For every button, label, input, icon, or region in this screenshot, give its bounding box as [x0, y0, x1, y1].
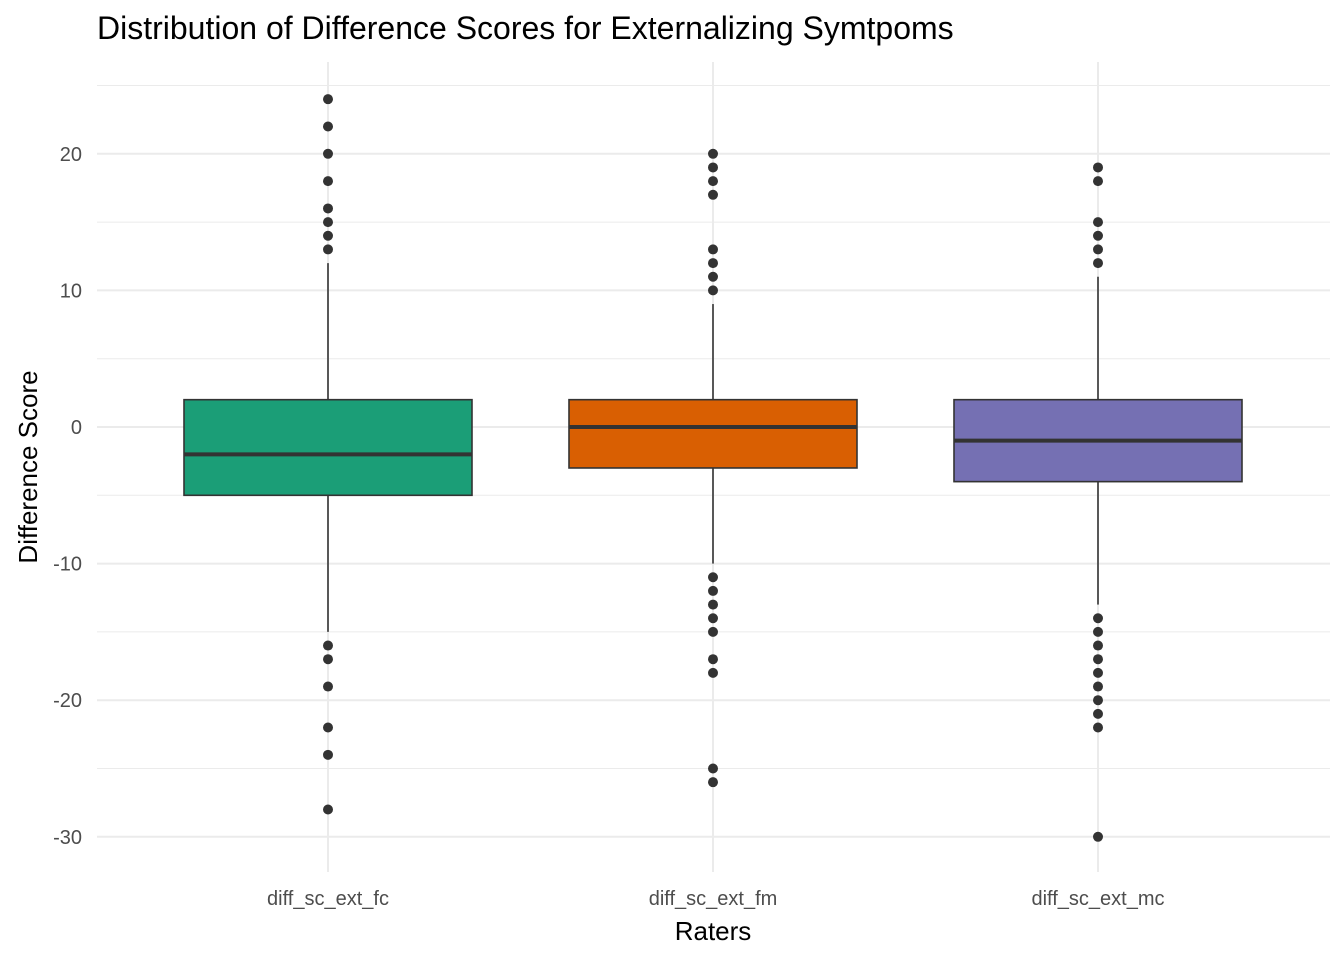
outlier-point [323, 722, 333, 733]
outlier-point [708, 572, 718, 583]
box-layer [183, 94, 1243, 842]
outlier-point [1093, 695, 1103, 706]
box-diff_sc_ext_fc [183, 94, 473, 815]
outlier-point [708, 148, 718, 159]
outlier-point [1093, 654, 1103, 665]
outlier-point [708, 626, 718, 637]
outlier-point [708, 763, 718, 774]
outlier-point [1093, 708, 1103, 719]
x-tick-label: diff_sc_ext_fm [649, 888, 778, 910]
outlier-point [323, 217, 333, 228]
y-tick-label: -20 [53, 690, 82, 712]
outlier-point [708, 271, 718, 282]
outlier-point [323, 203, 333, 214]
outlier-point [708, 244, 718, 255]
outlier-point [1093, 162, 1103, 173]
y-tick-label: -10 [53, 554, 82, 576]
outlier-point [323, 749, 333, 760]
outlier-point [708, 599, 718, 610]
outlier-point [1093, 626, 1103, 637]
outlier-point [1093, 667, 1103, 678]
outlier-point [1093, 230, 1103, 241]
outlier-point [323, 681, 333, 692]
outlier-point [323, 230, 333, 241]
outlier-point [708, 258, 718, 269]
outlier-point [323, 244, 333, 255]
x-axis-ticks: diff_sc_ext_fc diff_sc_ext_fm diff_sc_ext_… [267, 888, 1164, 910]
x-tick-label: diff_sc_ext_fc [267, 888, 389, 910]
outlier-point [1093, 258, 1103, 269]
outlier-point [708, 777, 718, 788]
outlier-point [708, 654, 718, 665]
outlier-point [708, 176, 718, 187]
outlier-point [1093, 640, 1103, 651]
outlier-point [1093, 722, 1103, 733]
box-diff_sc_ext_mc [953, 162, 1243, 842]
outlier-point [708, 285, 718, 296]
outlier-point [323, 654, 333, 665]
box-diff_sc_ext_fm [568, 148, 858, 788]
outlier-point [708, 613, 718, 624]
box-iqr [568, 398, 858, 469]
y-axis-title: Difference Score [13, 370, 43, 563]
x-tick-label: diff_sc_ext_mc [1031, 888, 1164, 910]
outlier-point [323, 94, 333, 105]
outlier-point [708, 585, 718, 596]
outlier-point [323, 804, 333, 815]
outlier-point [1093, 681, 1103, 692]
outlier-point [323, 176, 333, 187]
outlier-point [708, 189, 718, 200]
outlier-point [1093, 217, 1103, 228]
y-tick-label: -30 [53, 827, 82, 849]
outlier-point [1093, 176, 1103, 187]
box-iqr [183, 398, 473, 497]
chart-title: Distribution of Difference Scores for Ex… [97, 10, 954, 46]
outlier-point [323, 640, 333, 651]
outlier-point [1093, 613, 1103, 624]
y-tick-label: 20 [60, 144, 82, 166]
outlier-point [1093, 831, 1103, 842]
x-axis-title: Raters [675, 916, 752, 946]
outlier-point [323, 121, 333, 132]
outlier-point [708, 162, 718, 173]
outlier-point [708, 667, 718, 678]
outlier-point [323, 148, 333, 159]
y-tick-label: 10 [60, 280, 82, 302]
y-tick-label: 0 [71, 417, 82, 439]
y-axis-ticks: 20 10 0 -10 -20 -30 [53, 144, 82, 849]
outlier-point [1093, 244, 1103, 255]
